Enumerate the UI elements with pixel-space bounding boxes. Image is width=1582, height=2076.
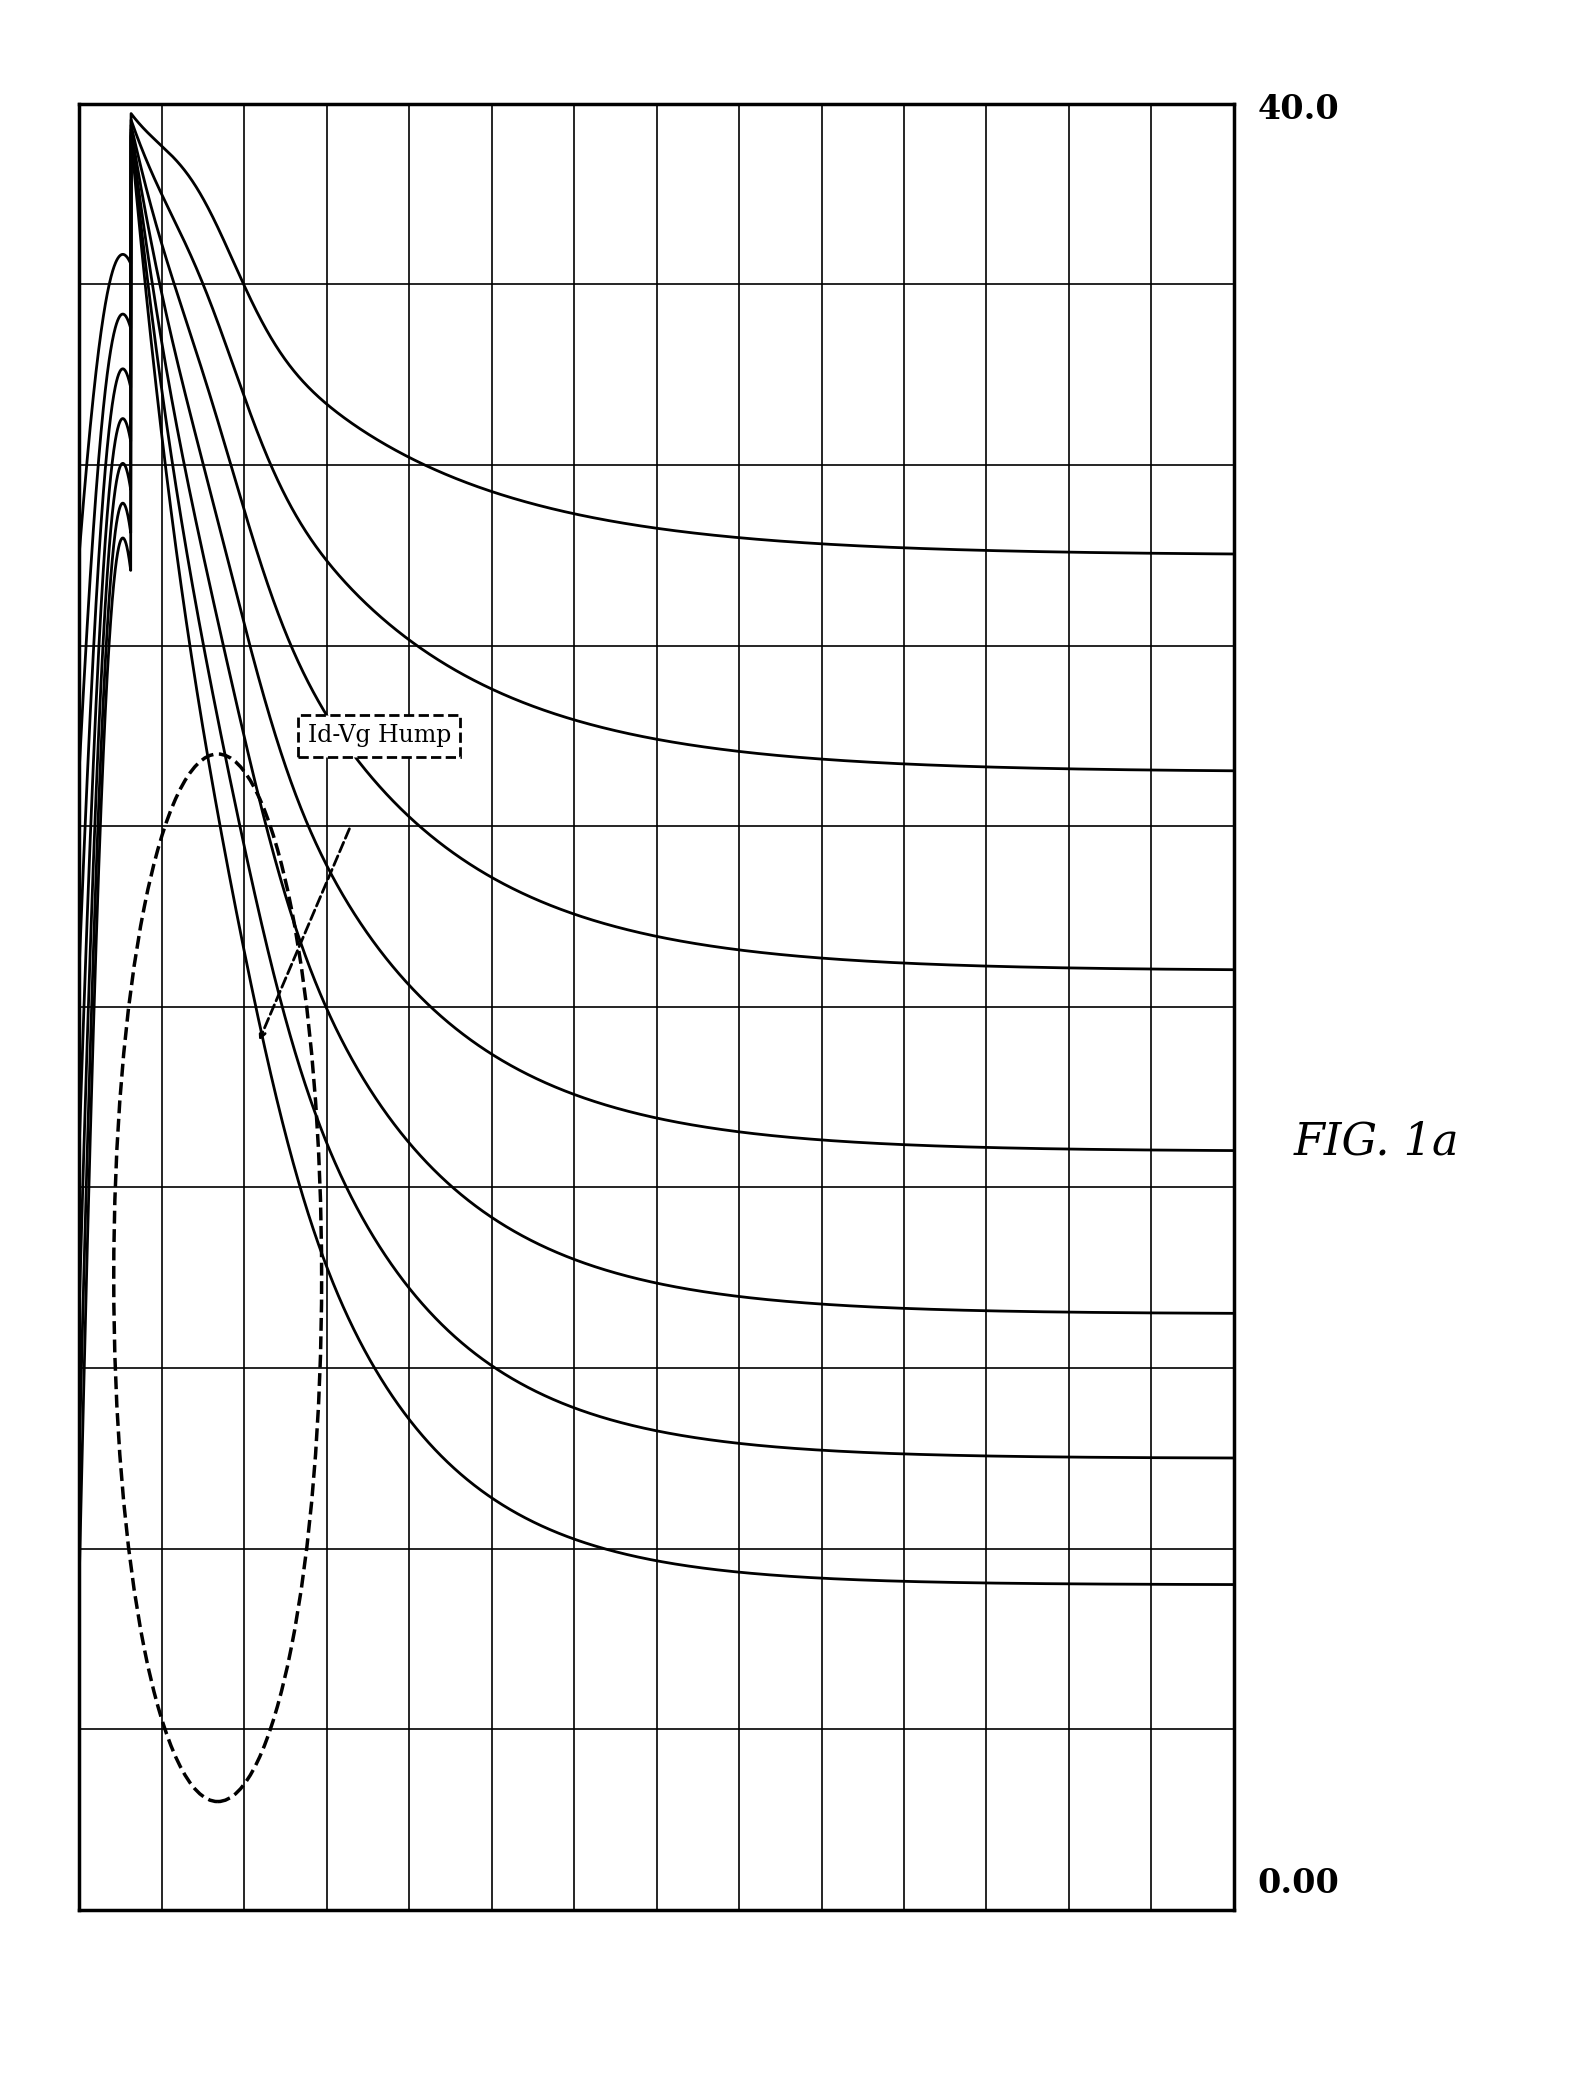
Text: FIG. 1a: FIG. 1a	[1294, 1121, 1459, 1163]
Text: 40.0: 40.0	[1258, 93, 1340, 127]
Text: 0.00: 0.00	[1258, 1866, 1340, 1900]
Text: Id-Vg Hump: Id-Vg Hump	[307, 725, 451, 747]
